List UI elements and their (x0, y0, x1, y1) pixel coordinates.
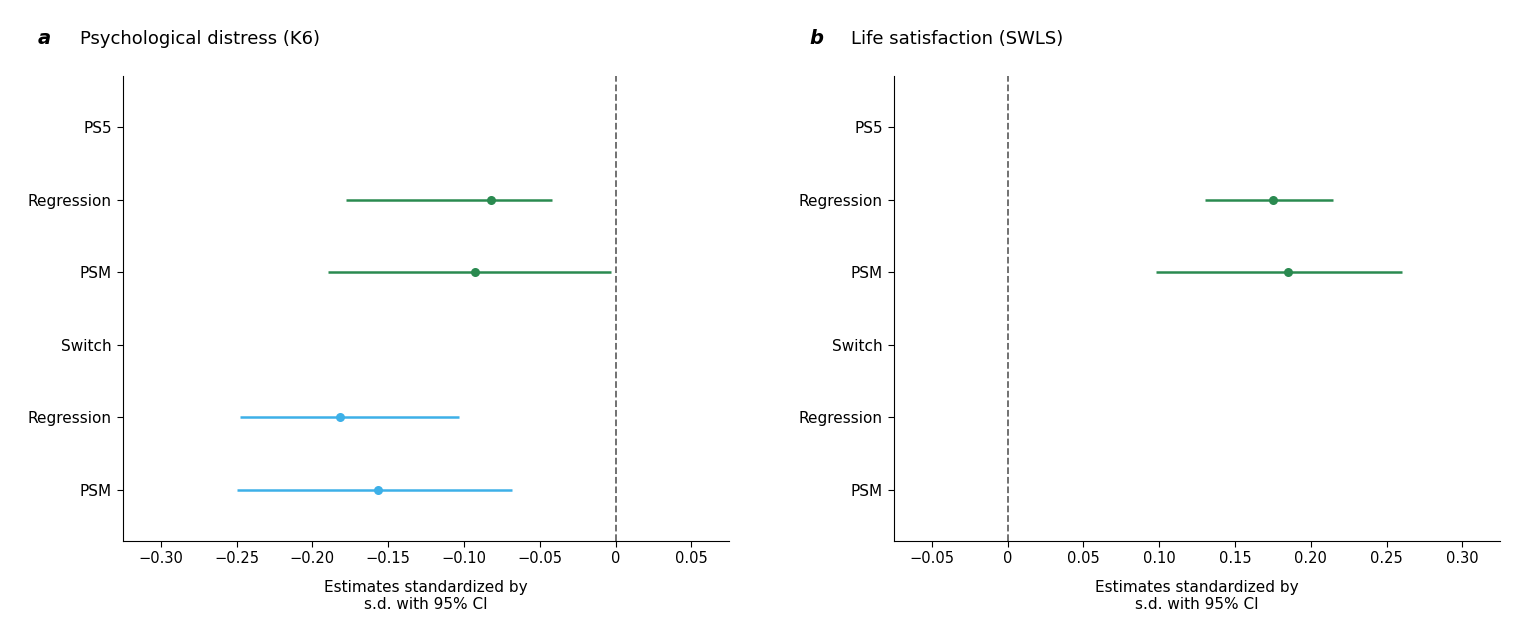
X-axis label: Estimates standardized by
s.d. with 95% CI: Estimates standardized by s.d. with 95% … (324, 580, 527, 612)
Text: b: b (808, 29, 824, 49)
Text: Psychological distress (K6): Psychological distress (K6) (81, 31, 321, 49)
Text: a: a (38, 29, 50, 49)
Text: Life satisfaction (SWLS): Life satisfaction (SWLS) (851, 31, 1063, 49)
X-axis label: Estimates standardized by
s.d. with 95% CI: Estimates standardized by s.d. with 95% … (1096, 580, 1299, 612)
